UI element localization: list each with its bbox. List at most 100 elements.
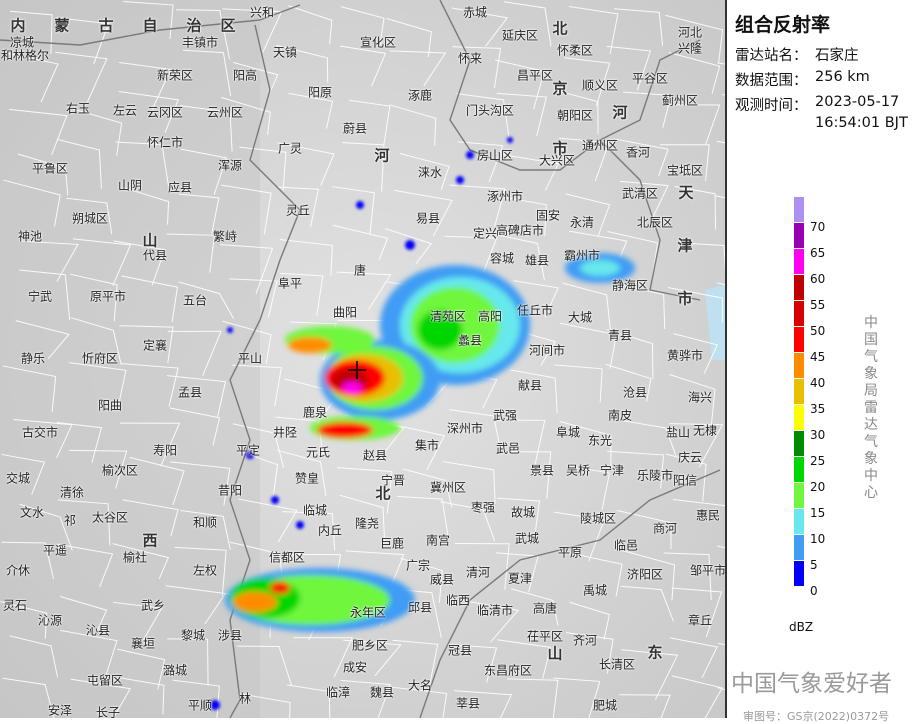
place-label: 肥乡区	[351, 638, 389, 653]
county-border	[621, 649, 679, 700]
county-border	[607, 450, 665, 489]
county-border	[605, 363, 652, 402]
place-label: 灵丘	[285, 203, 311, 218]
place-label: 介休	[5, 563, 31, 578]
county-border	[167, 638, 209, 686]
county-border	[560, 322, 617, 369]
place-label: 兴隆	[677, 41, 703, 56]
county-border	[457, 141, 504, 183]
county-border	[669, 374, 716, 425]
colorbar-tick-label: 5	[810, 558, 818, 572]
place-label: 北辰区	[636, 215, 674, 230]
county-border	[556, 90, 599, 134]
county-border	[121, 275, 178, 323]
county-border	[178, 193, 220, 235]
place-label: 代县	[142, 248, 168, 263]
place-label: 临城	[302, 503, 328, 518]
county-border	[180, 148, 227, 195]
colorbar-tick-label: 30	[810, 428, 826, 442]
county-border	[668, 52, 721, 94]
place-label: 夏津	[507, 571, 533, 586]
place-label: 宝坻区	[666, 163, 704, 178]
county-border	[679, 242, 725, 271]
county-border	[232, 423, 285, 468]
county-border	[118, 676, 165, 715]
county-border	[667, 286, 723, 323]
county-border	[566, 632, 614, 674]
echo-area	[270, 582, 290, 594]
place-label: 市	[677, 289, 693, 308]
county-border	[449, 409, 502, 454]
county-border	[129, 456, 185, 506]
county-border	[674, 185, 717, 230]
county-border	[665, 453, 707, 502]
place-label: 灵石	[2, 598, 28, 613]
product-title: 组合反射率	[735, 14, 831, 36]
place-label: 涿州市	[486, 189, 524, 204]
county-border	[180, 510, 231, 550]
radar-map[interactable]: 内蒙古自治区兴和 赤城北河北 凉城 丰镇市 天镇 宣化区 延庆区 怀柔区 兴隆 和林格尔 新荣区 阳高…	[0, 0, 725, 718]
county-border	[399, 153, 450, 190]
place-label: 怀柔区	[556, 43, 594, 58]
place-label: 山	[142, 231, 158, 250]
place-label: 沧县	[622, 385, 648, 400]
county-border	[70, 107, 123, 156]
place-label: 古	[98, 16, 114, 35]
county-border	[403, 468, 453, 508]
county-border	[502, 451, 552, 499]
county-border	[459, 599, 520, 643]
county-border	[19, 240, 79, 283]
place-label: 文水	[19, 505, 45, 520]
echo-area	[418, 310, 462, 350]
place-label: 武强	[492, 408, 518, 423]
county-border	[389, 104, 437, 146]
county-border	[19, 503, 73, 551]
county-border	[449, 184, 506, 227]
place-label: 平顺	[187, 698, 213, 713]
county-border	[286, 684, 331, 718]
colorbar-tick-label: 70	[810, 220, 826, 234]
place-label: 集市	[414, 438, 440, 453]
county-border	[389, 50, 447, 87]
place-label: 京	[552, 79, 568, 98]
place-label: 南皮	[607, 408, 633, 423]
place-label: 右玉	[65, 101, 91, 116]
place-label: 宁武	[27, 289, 53, 304]
place-label: 曲阳	[332, 305, 358, 320]
county-border	[68, 362, 127, 405]
county-border	[672, 498, 725, 507]
county-border	[503, 1, 552, 47]
place-label: 区	[220, 16, 236, 35]
echo-spot	[507, 137, 513, 143]
colorbar-tick-label: 10	[810, 532, 826, 546]
place-label: 涞水	[417, 165, 443, 180]
place-label: 静乐	[20, 351, 46, 366]
county-border	[276, 186, 320, 228]
county-border	[559, 137, 610, 182]
county-border	[17, 153, 69, 196]
county-border	[387, 686, 448, 718]
place-label: 无棣	[692, 423, 718, 438]
place-label: 茌平区	[526, 629, 564, 644]
colorbar-band	[794, 327, 804, 353]
place-label: 易县	[415, 211, 441, 226]
colorbar-tick-label: 35	[810, 402, 826, 416]
colorbar-tick-label: 25	[810, 454, 826, 468]
mountain-shading	[0, 0, 260, 718]
place-label: 深州市	[446, 421, 484, 436]
county-border	[456, 93, 510, 138]
county-border	[511, 588, 559, 626]
place-label: 乐陵市	[636, 468, 674, 483]
place-label: 唐	[353, 263, 367, 278]
county-border	[613, 8, 664, 46]
county-border	[166, 233, 215, 273]
place-label: 莘县	[455, 696, 481, 711]
county-border	[277, 142, 335, 186]
place-label: 北	[552, 19, 568, 38]
place-label: 容城	[489, 251, 515, 266]
colorbar-band	[794, 405, 804, 431]
map-canvas	[0, 0, 725, 718]
county-border	[336, 467, 393, 514]
place-label: 济阳区	[626, 567, 664, 582]
county-border	[506, 678, 559, 718]
